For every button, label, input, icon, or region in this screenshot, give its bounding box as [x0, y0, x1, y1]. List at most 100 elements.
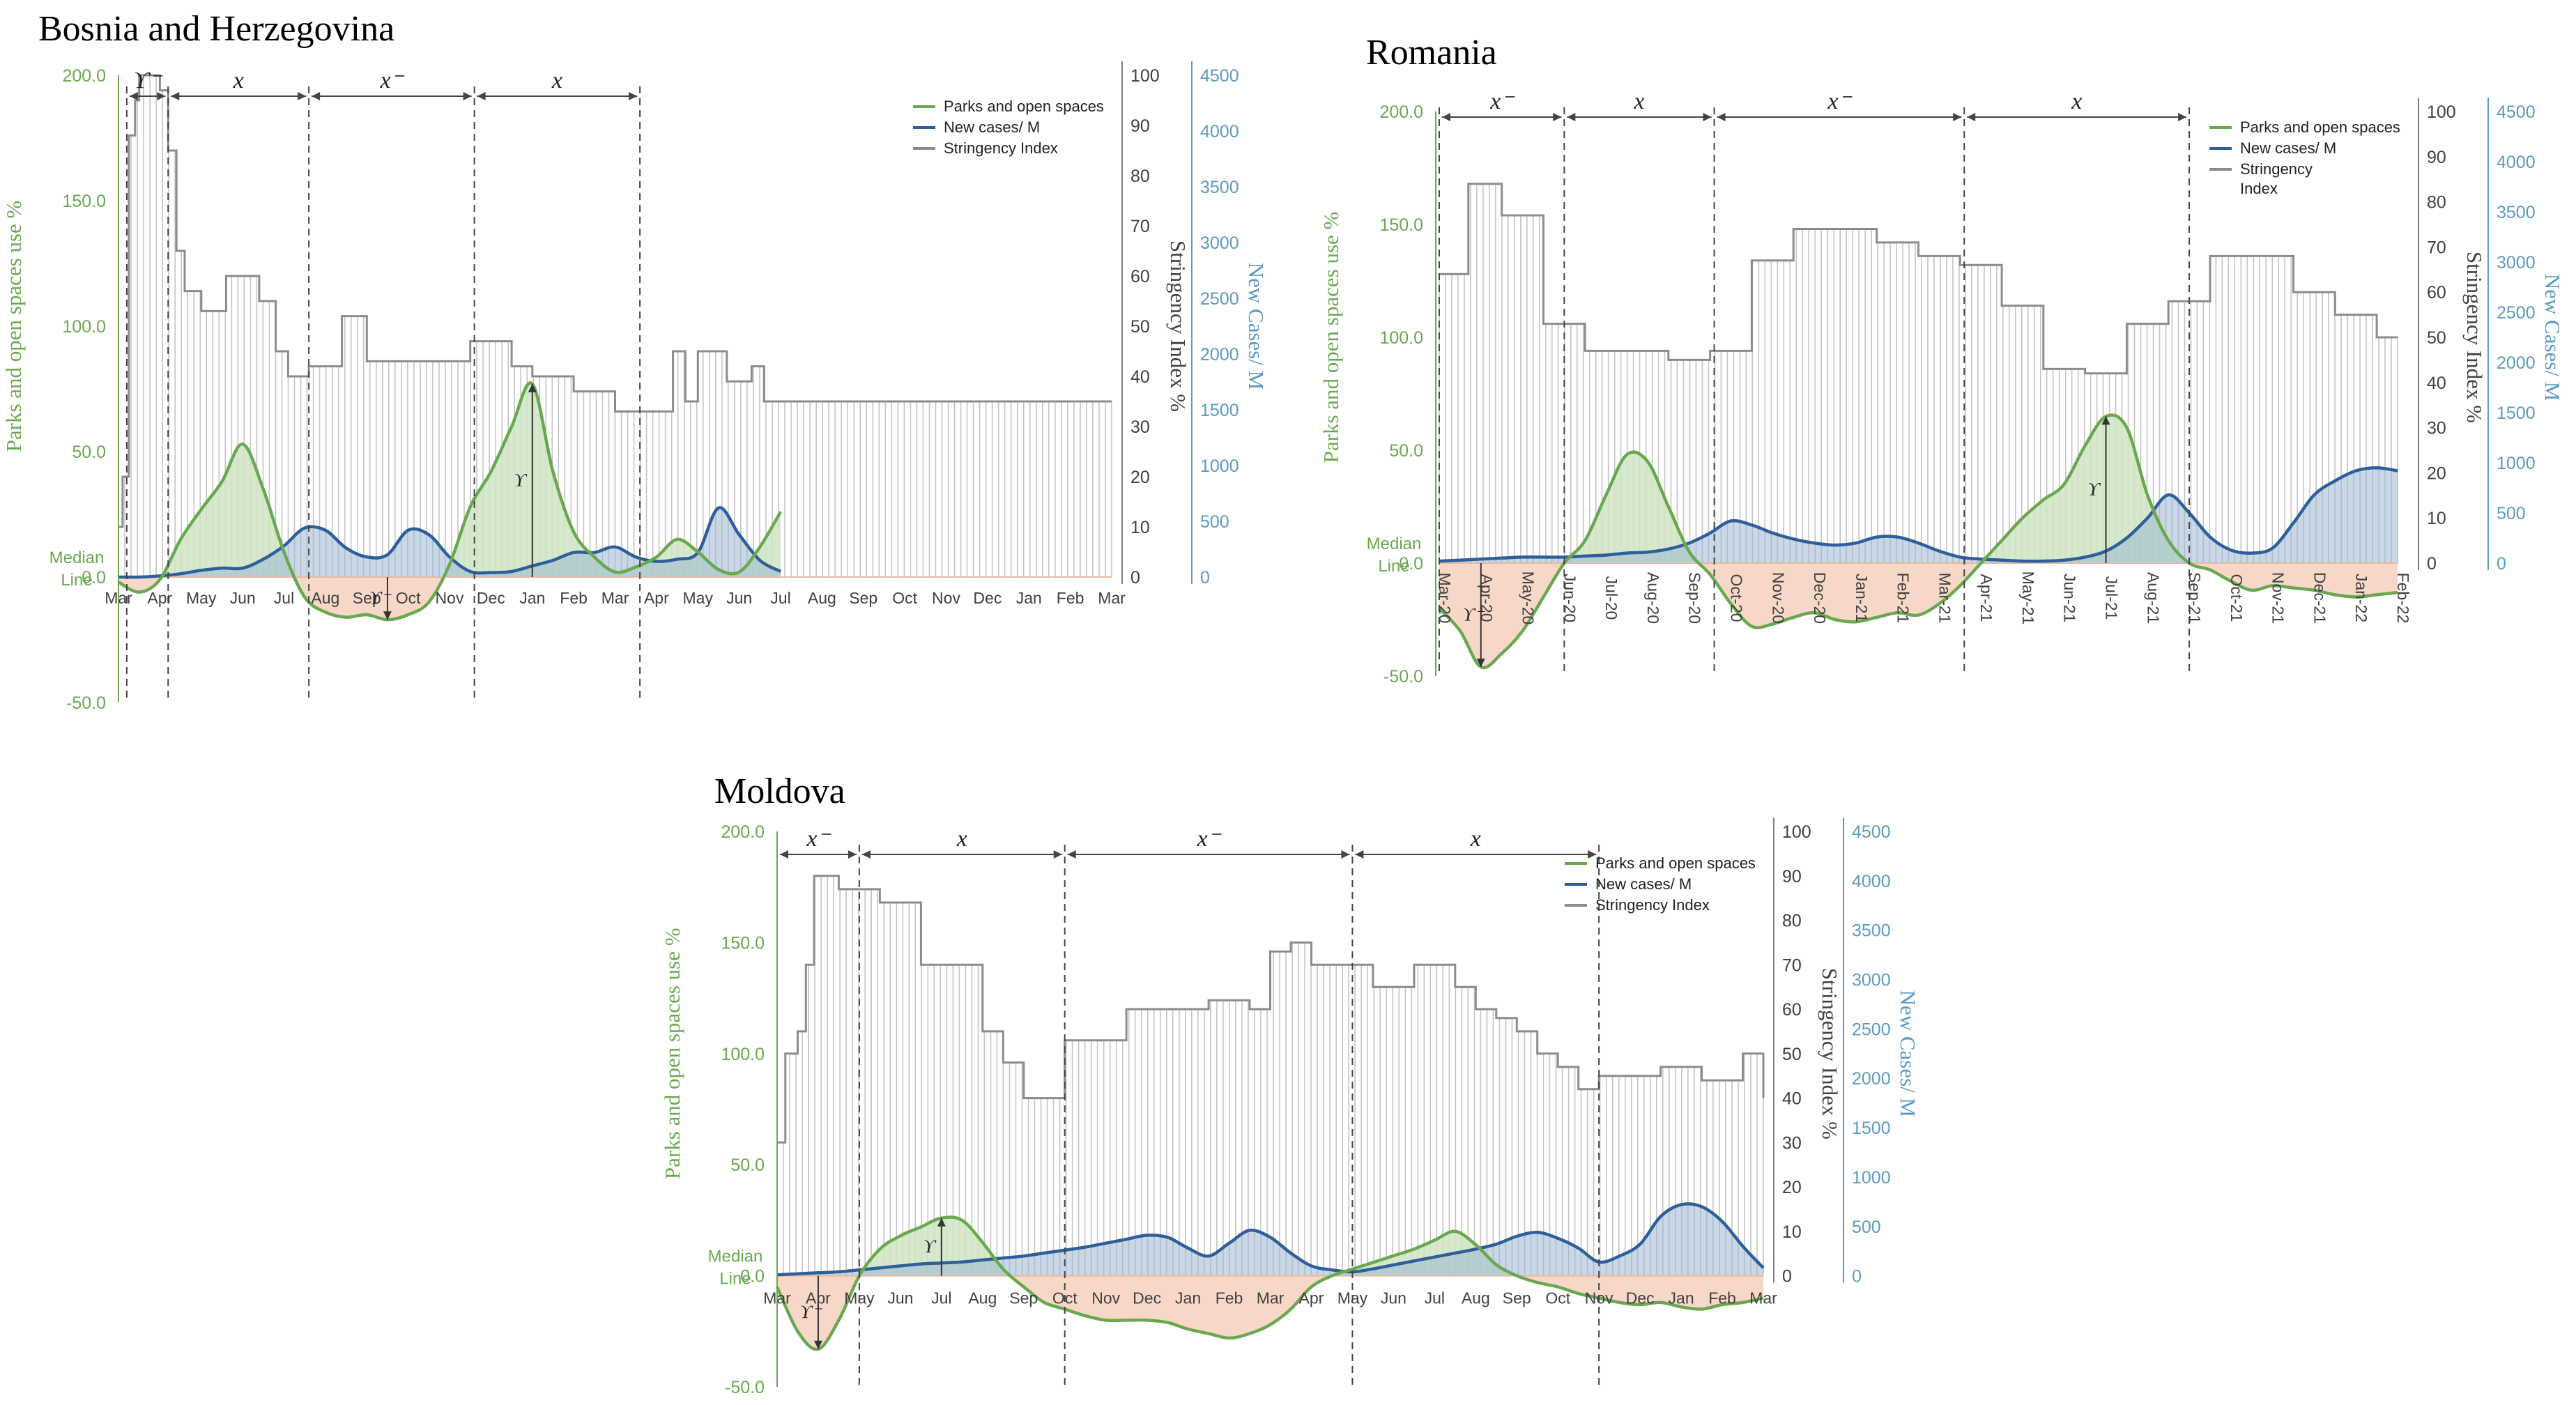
x-axis-tick: Nov	[1585, 1289, 1613, 1307]
chart-title: Moldova	[714, 771, 845, 811]
x-axis-tick: Feb-21	[1894, 573, 1912, 624]
left-axis-title: Parks and open spaces use %	[1319, 212, 1343, 463]
stringency-line	[1439, 183, 2398, 375]
left-axis-tick: 150.0	[1379, 215, 1423, 235]
period-arrowhead-left	[477, 92, 486, 100]
period-arrowhead-right	[1953, 113, 1962, 121]
x-axis-tick: Oct	[396, 589, 421, 607]
period-label: x	[956, 826, 967, 852]
cases-axis-tick: 2000	[2497, 353, 2536, 373]
cases-axis-title: New Cases/ M	[2540, 274, 2565, 401]
x-axis-tick: Aug-20	[1644, 572, 1662, 624]
median-line-label: Median	[49, 548, 105, 567]
stringency-axis-tick: 100	[1130, 66, 1160, 86]
period-arrowhead-right	[1588, 850, 1597, 859]
legend: Parks and open spaces New cases/ M Stringe…	[1565, 854, 1756, 914]
x-axis-tick: Feb	[1057, 589, 1084, 607]
gamma-arrowhead	[528, 383, 537, 392]
stringency-axis-tick: 0	[2427, 554, 2437, 574]
x-axis-tick: Apr	[147, 589, 172, 607]
left-axis-tick: 100.0	[721, 1045, 765, 1064]
period-markers: x⁻ x x⁻ x	[776, 826, 1600, 1387]
cases-axis-tick: 4000	[1852, 872, 1891, 891]
period-arrowhead-left	[780, 850, 788, 859]
cases-axis-tick: 0	[1200, 568, 1210, 588]
x-axis-tick: Jan	[1669, 1289, 1694, 1307]
left-axis-tick: 150.0	[721, 933, 765, 953]
gamma-label: ϒ⁻	[369, 588, 392, 608]
stringency-axis-tick: 50	[1782, 1045, 1802, 1064]
stringency-axis-tick: 80	[2427, 193, 2446, 213]
gamma-label: ϒ	[923, 1236, 937, 1257]
x-axis-tick: Mar	[1749, 1289, 1777, 1307]
cases-axis-tick: 3000	[1200, 233, 1239, 253]
period-arrowhead-left	[171, 92, 180, 100]
legend: Parks and open spaces New cases/ M Stringe…	[2209, 118, 2400, 197]
x-axis-tick: Feb	[560, 589, 588, 607]
stringency-axis-tick: 100	[1782, 822, 1811, 842]
x-axis-tick: Sep-20	[1686, 572, 1704, 624]
x-axis-tick: May-20	[1519, 571, 1538, 625]
x-axis-tick: Mar	[1257, 1289, 1285, 1307]
stringency-axis-tick: 30	[1130, 417, 1150, 437]
stringency-axis-tick: 10	[2427, 509, 2446, 528]
period-markers: x⁻ x x⁻ x	[1439, 89, 2191, 676]
gamma-arrowhead	[2101, 416, 2110, 425]
x-axis-tick: Jan	[519, 589, 545, 607]
period-label: x⁻	[379, 68, 405, 93]
stringency-axis-tick: 60	[2427, 283, 2446, 302]
period-arrowhead-left	[1067, 850, 1076, 859]
cases-area	[777, 1204, 1763, 1276]
stringency-axis-tick: 70	[1782, 955, 1802, 975]
stringency-axis-tick: 90	[1782, 867, 1802, 886]
x-axis-tick: May	[186, 589, 217, 607]
cases-axis-tick: 1000	[1852, 1168, 1891, 1188]
legend-stringency-label: Index	[2240, 180, 2278, 197]
gamma-arrowhead	[937, 1218, 946, 1227]
x-axis-tick: Sep	[353, 589, 381, 607]
stringency-axis-tick: 80	[1130, 167, 1150, 186]
stringency-axis-tick: 70	[2427, 238, 2446, 257]
cases-axis-tick: 500	[1200, 512, 1229, 532]
period-arrowhead-left	[1967, 113, 1976, 121]
legend-cases-label: New cases/ M	[1595, 875, 1692, 893]
period-markers: ϒ⁻ x x⁻ x	[125, 68, 641, 702]
x-axis-tick: Oct-21	[2228, 574, 2246, 622]
gamma-label: ϒ⁻	[800, 1302, 823, 1322]
x-axis-tick: Dec	[973, 589, 1002, 607]
left-axis-title: Parks and open spaces use %	[660, 928, 684, 1179]
median-line-label: Median	[708, 1247, 763, 1266]
x-axis-tick: Apr	[644, 589, 669, 607]
cases-axis-tick: 3500	[2497, 203, 2536, 222]
stringency-axis-tick: 50	[2427, 328, 2446, 348]
stringency-axis-tick: 0	[1130, 568, 1140, 588]
stringency-axis-tick: 90	[2427, 148, 2446, 167]
x-axis-tick: Jul	[274, 589, 294, 607]
period-arrowhead-right	[629, 92, 638, 100]
cases-line	[118, 506, 782, 579]
period-arrowhead-right	[298, 92, 307, 100]
period-arrowhead-right	[463, 92, 472, 100]
period-arrowhead-left	[861, 850, 871, 859]
x-axis-tick: Dec	[477, 589, 505, 607]
stringency-axis-tick: 20	[1782, 1178, 1802, 1197]
stringency-axis-tick: 60	[1130, 267, 1150, 286]
stringency-axis-tick: 20	[2427, 463, 2446, 483]
parks-area-negative	[777, 1275, 1763, 1350]
period-arrowhead-right	[157, 92, 166, 100]
x-axis-tick: Jun	[887, 1289, 913, 1307]
x-axis-tick: Jul	[770, 589, 790, 607]
x-axis-tick: Apr	[1299, 1289, 1324, 1307]
left-axis-tick: 0.0	[82, 568, 106, 588]
cases-axis-tick: 3000	[1852, 971, 1891, 990]
x-axis-tick: Mar	[1098, 589, 1126, 607]
legend-parks-label: Parks and open spaces	[1595, 854, 1756, 872]
chart-romania: Romania x⁻ x x⁻ x 200.0 150.0 100.0 50.0 0.0 -50.0…	[1319, 33, 2565, 686]
x-axis-tick: Jun-21	[2061, 574, 2079, 622]
period-arrowhead-right	[848, 850, 857, 859]
cases-area	[1439, 468, 2398, 563]
cases-axis-tick: 0	[2497, 554, 2506, 574]
cases-axis-tick: 2500	[2497, 303, 2536, 323]
stringency-axis-tick: 50	[1130, 317, 1150, 337]
stringency-axis-tick: 80	[1782, 912, 1802, 931]
